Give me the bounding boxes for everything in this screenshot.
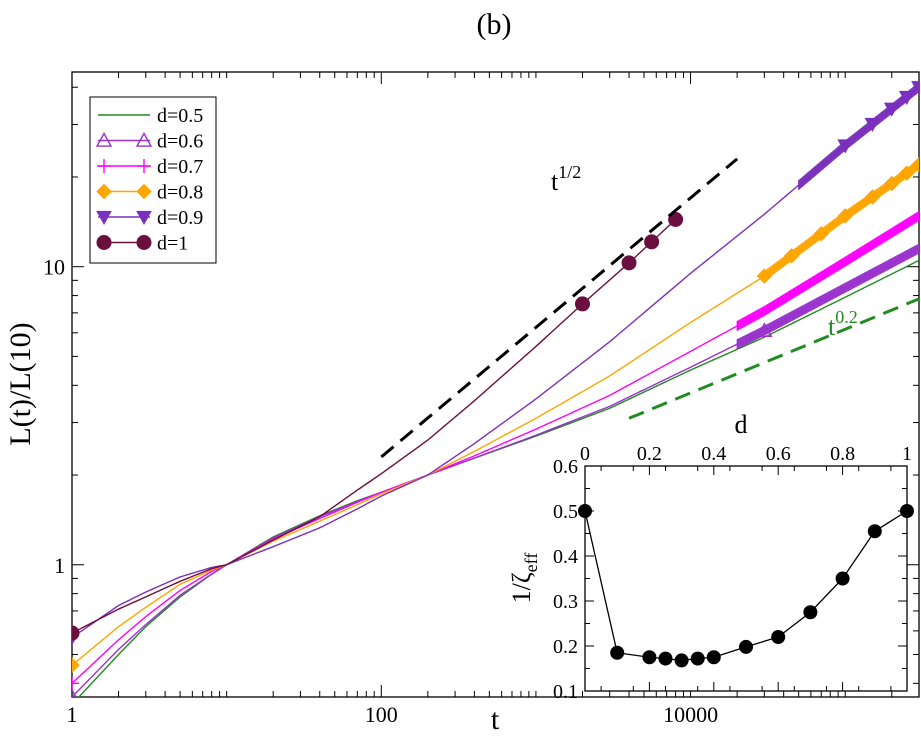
inset-x-tick-label: 0.8 (830, 443, 855, 465)
inset-x-axis-label: d (735, 410, 748, 439)
inset-point (706, 650, 721, 665)
marker-d-0-8 (864, 189, 881, 205)
main-series-markers (72, 81, 919, 697)
legend-box (89, 96, 217, 264)
inset-ticks (584, 465, 908, 692)
legend-marker-d-1 (96, 235, 112, 250)
legend-marker-d-0-7 (137, 159, 151, 173)
marker-d-0-7 (72, 676, 79, 691)
legend-label-d-1: d=1 (157, 233, 188, 255)
inset-y-tick-label: 0.5 (553, 501, 578, 523)
y-tick-label: 10 (43, 255, 65, 280)
marker-d-0-9 (883, 102, 900, 117)
marker-d-0-6 (756, 322, 773, 337)
inset-series (578, 504, 914, 668)
legend-label-d-0-6: d=0.6 (157, 131, 203, 153)
inset-point (690, 651, 705, 666)
marker-d-0-8 (884, 175, 900, 192)
reference-line-1 (628, 297, 920, 420)
marker-d-0-8 (911, 156, 919, 173)
inset-y-tick-label: 0.6 (553, 456, 578, 478)
marker-d-1 (621, 255, 637, 271)
series-line-d-1 (72, 218, 677, 634)
legend-marker-d-0-7 (97, 159, 111, 173)
marker-d-1 (668, 211, 684, 227)
x-tick-label: 100 (365, 702, 398, 727)
legend-marker-d-1 (136, 235, 152, 250)
inset-y-tick-label: 0.3 (553, 591, 578, 613)
legend: d=0.5 d=0.6 d=0.7 d=0.8 d=0.9 d=1 (89, 96, 217, 264)
inset-point (674, 653, 689, 668)
marker-d-0-8 (837, 208, 853, 224)
inset-chart: 0 0.2 0.4 0.6 0.8 1 0.1 0.2 0.3 0.4 0.5 0.6 d 1/ζef… (507, 410, 914, 703)
inset-point (867, 524, 882, 539)
inset-point (739, 639, 753, 654)
inset-point (835, 571, 850, 586)
marker-d-0-9 (864, 117, 881, 133)
legend-marker-d-0-6 (135, 132, 153, 147)
marker-d-0-9 (911, 81, 919, 96)
series-line-d-0-9 (72, 86, 919, 639)
marker-d-0-8 (756, 268, 773, 284)
x-axis-label: t (491, 703, 500, 736)
inset-plot-frame (584, 465, 908, 692)
inset-y-axis-label: 1/ζeff (507, 553, 541, 604)
inset-point (658, 651, 673, 666)
inset-point (578, 504, 592, 518)
reference-line-0 (380, 157, 739, 459)
inset-point (900, 504, 914, 518)
y-tick-label: 1 (54, 553, 65, 578)
main-series-lines (72, 82, 919, 697)
inset-y-tick-label: 0.2 (553, 636, 578, 658)
marker-d-0-8 (783, 248, 800, 264)
legend-marker-d-0-6 (95, 132, 113, 147)
marker-d-0-8 (899, 165, 915, 181)
ref-label-half: t1/2 (551, 162, 581, 196)
marker-d-0-8 (813, 226, 829, 242)
marker-d-0-8 (72, 657, 80, 673)
panel-label: (b) (477, 8, 512, 41)
marker-d-0-9 (837, 139, 854, 154)
inset-point (610, 645, 625, 660)
inset-x-tick-label: 0 (580, 443, 590, 465)
legend-label-d-0-8: d=0.8 (157, 182, 203, 204)
y-axis-label: L(t)/L(10) (4, 322, 37, 445)
marker-d-1 (574, 296, 590, 312)
inset-y-tick-label: 0.1 (553, 681, 578, 703)
main-minor-ticks (72, 72, 920, 697)
inset-point (771, 630, 786, 644)
inset-x-tick-label: 0.6 (766, 443, 791, 465)
legend-entries: d=0.5 d=0.6 d=0.7 d=0.8 d=0.9 d=1 (95, 105, 203, 255)
main-plot-frame (71, 71, 920, 698)
inset-x-tick-label: 1 (902, 443, 912, 465)
inset-point (642, 650, 657, 665)
inset-y-tick-label: 0.4 (553, 546, 578, 568)
legend-marker-d-0-8 (96, 183, 112, 200)
legend-marker-d-0-9 (96, 210, 112, 226)
legend-label-d-0-9: d=0.9 (157, 207, 203, 229)
legend-label-d-0-7: d=0.7 (157, 156, 203, 178)
marker-d-0-9 (898, 90, 915, 105)
inset-point (803, 605, 818, 620)
legend-marker-d-0-8 (136, 183, 152, 200)
marker-d-1 (644, 234, 660, 250)
legend-label-d-0-5: d=0.5 (157, 105, 203, 127)
ref-label-point-two: t0.2 (828, 307, 858, 341)
reference-lines (380, 157, 920, 459)
inset-x-tick-label: 0.4 (701, 443, 726, 465)
main-major-ticks (71, 72, 919, 697)
x-tick-label: 10000 (663, 702, 718, 727)
marker-d-1 (72, 625, 80, 641)
main-tick-labels: 1 100 10000 1 10 (43, 255, 718, 727)
inset-x-tick-label: 0.2 (637, 443, 662, 465)
x-tick-label: 1 (67, 702, 78, 727)
marker-d-0-6 (72, 688, 77, 697)
inset-tick-labels: 0 0.2 0.4 0.6 0.8 1 0.1 0.2 0.3 0.4 0.5 0.6 (553, 443, 912, 703)
legend-marker-d-0-9 (136, 210, 152, 226)
